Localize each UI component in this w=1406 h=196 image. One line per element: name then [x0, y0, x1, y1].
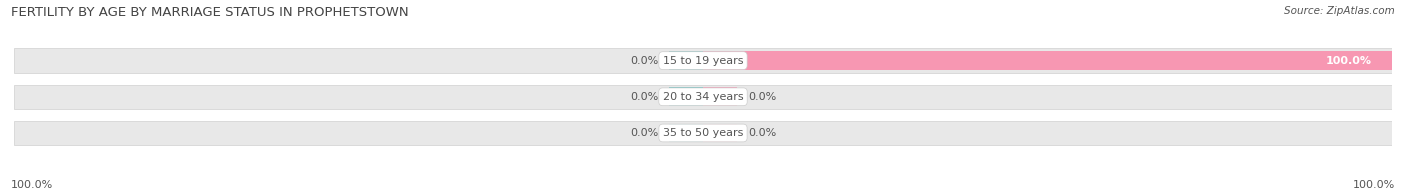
Text: 100.0%: 100.0%: [11, 180, 53, 190]
Bar: [669, 87, 703, 106]
Text: 0.0%: 0.0%: [630, 56, 658, 66]
Text: 0.0%: 0.0%: [748, 128, 776, 138]
Text: FERTILITY BY AGE BY MARRIAGE STATUS IN PROPHETSTOWN: FERTILITY BY AGE BY MARRIAGE STATUS IN P…: [11, 6, 409, 19]
Bar: [703, 51, 1392, 70]
Text: 0.0%: 0.0%: [748, 92, 776, 102]
Bar: [669, 51, 703, 70]
Bar: [14, 121, 1392, 145]
Text: Source: ZipAtlas.com: Source: ZipAtlas.com: [1284, 6, 1395, 16]
Bar: [14, 48, 1392, 73]
Text: 0.0%: 0.0%: [630, 92, 658, 102]
Bar: [14, 85, 1392, 109]
Text: 20 to 34 years: 20 to 34 years: [662, 92, 744, 102]
Text: 0.0%: 0.0%: [630, 128, 658, 138]
Text: 35 to 50 years: 35 to 50 years: [662, 128, 744, 138]
Bar: [703, 123, 738, 142]
Text: 15 to 19 years: 15 to 19 years: [662, 56, 744, 66]
Text: 100.0%: 100.0%: [1353, 180, 1395, 190]
Bar: [703, 87, 738, 106]
Bar: [669, 123, 703, 142]
Text: 100.0%: 100.0%: [1326, 56, 1371, 66]
